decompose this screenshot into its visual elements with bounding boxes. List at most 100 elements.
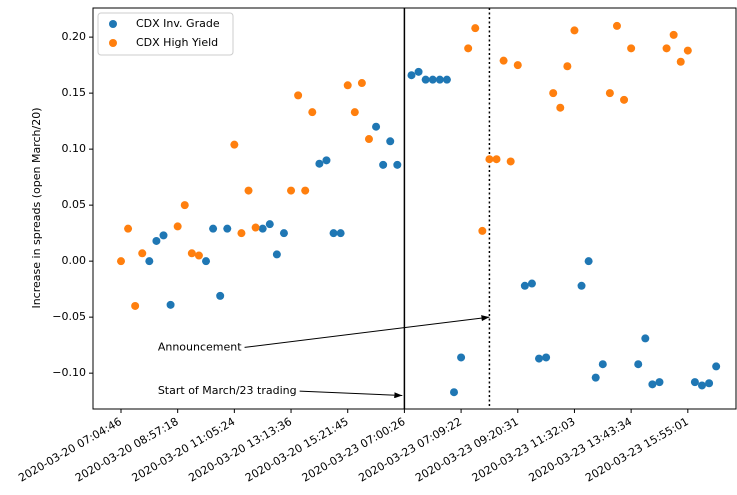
point xyxy=(485,155,494,164)
y-tick-label: −0.10 xyxy=(52,366,86,379)
point xyxy=(202,257,211,266)
point xyxy=(145,257,154,266)
legend-box xyxy=(97,12,234,56)
point xyxy=(244,186,253,195)
point xyxy=(258,224,267,233)
point xyxy=(506,157,515,166)
point xyxy=(655,378,664,387)
point xyxy=(428,75,437,84)
point xyxy=(116,257,125,266)
point xyxy=(435,75,444,84)
legend-marker xyxy=(109,20,117,28)
x-tick-label: 2020-03-20 15:21:45 xyxy=(243,415,351,485)
point xyxy=(386,137,395,146)
point xyxy=(279,229,288,238)
x-tick-label: 2020-03-20 11:05:24 xyxy=(130,415,238,485)
point xyxy=(577,281,586,290)
point xyxy=(570,26,579,35)
point xyxy=(407,71,416,80)
point xyxy=(549,89,558,98)
point xyxy=(294,91,303,100)
point xyxy=(322,156,331,165)
point xyxy=(690,378,699,387)
point xyxy=(641,334,650,343)
y-tick-label: 0.10 xyxy=(62,142,87,155)
point xyxy=(223,224,232,233)
legend-label: CDX High Yield xyxy=(136,36,218,49)
annotation-text: Start of March/23 trading xyxy=(158,384,297,397)
legend-label: CDX Inv. Grade xyxy=(136,17,220,30)
point xyxy=(669,30,678,39)
point xyxy=(357,79,366,88)
point xyxy=(627,44,636,53)
point xyxy=(513,61,522,70)
x-tick-label: 2020-03-23 07:09:22 xyxy=(356,415,464,485)
point xyxy=(315,159,324,168)
x-tick-label: 2020-03-20 07:04:46 xyxy=(16,415,124,485)
point xyxy=(173,222,182,231)
point xyxy=(464,44,473,53)
y-tick-label: 0.15 xyxy=(62,86,87,99)
point xyxy=(187,249,196,258)
point xyxy=(237,229,246,238)
point xyxy=(662,44,671,53)
point xyxy=(230,140,239,149)
x-tick-label: 2020-03-20 08:57:18 xyxy=(73,415,181,485)
point xyxy=(152,236,161,245)
point xyxy=(272,250,281,259)
point xyxy=(450,388,459,397)
point xyxy=(265,220,274,229)
x-tick-label: 2020-03-23 09:20:31 xyxy=(413,415,521,485)
point xyxy=(457,353,466,362)
point xyxy=(492,155,501,164)
x-tick-label: 2020-03-23 15:55:01 xyxy=(583,415,691,485)
point xyxy=(620,95,629,104)
annotation-arrow xyxy=(244,315,490,348)
point xyxy=(648,380,657,389)
point xyxy=(287,186,296,195)
point xyxy=(442,75,451,84)
point xyxy=(591,373,600,382)
point xyxy=(251,223,260,232)
point xyxy=(138,249,147,258)
point xyxy=(301,186,310,195)
point xyxy=(697,381,706,390)
y-tick-label: 0.20 xyxy=(62,30,87,43)
point xyxy=(676,57,685,66)
point xyxy=(478,226,487,235)
point xyxy=(499,56,508,65)
point xyxy=(372,122,381,131)
point xyxy=(683,46,692,55)
point xyxy=(527,279,536,288)
point xyxy=(471,24,480,33)
point xyxy=(216,291,225,300)
point xyxy=(598,360,607,369)
x-tick-label: 2020-03-23 13:43:34 xyxy=(526,415,634,485)
point xyxy=(131,301,140,310)
point xyxy=(350,108,359,117)
point xyxy=(421,75,430,84)
legend-marker xyxy=(109,39,117,47)
point xyxy=(520,281,529,290)
point xyxy=(159,231,168,240)
point xyxy=(329,229,338,238)
point xyxy=(336,229,345,238)
point xyxy=(563,62,572,71)
point xyxy=(343,81,352,90)
y-tick-label: −0.05 xyxy=(52,310,86,323)
x-tick-label: 2020-03-20 13:13:36 xyxy=(186,415,294,485)
point xyxy=(180,201,189,210)
legend: CDX Inv. Grade CDX High Yield xyxy=(97,12,234,56)
x-tick-label: 2020-03-23 07:00:26 xyxy=(300,415,408,485)
point xyxy=(166,300,175,309)
point xyxy=(209,224,218,233)
y-tick-label: 0.00 xyxy=(62,254,87,267)
point xyxy=(556,103,565,112)
point xyxy=(379,160,388,169)
point xyxy=(634,360,643,369)
point xyxy=(542,353,551,362)
point xyxy=(124,224,133,233)
plot-frame xyxy=(92,7,737,410)
